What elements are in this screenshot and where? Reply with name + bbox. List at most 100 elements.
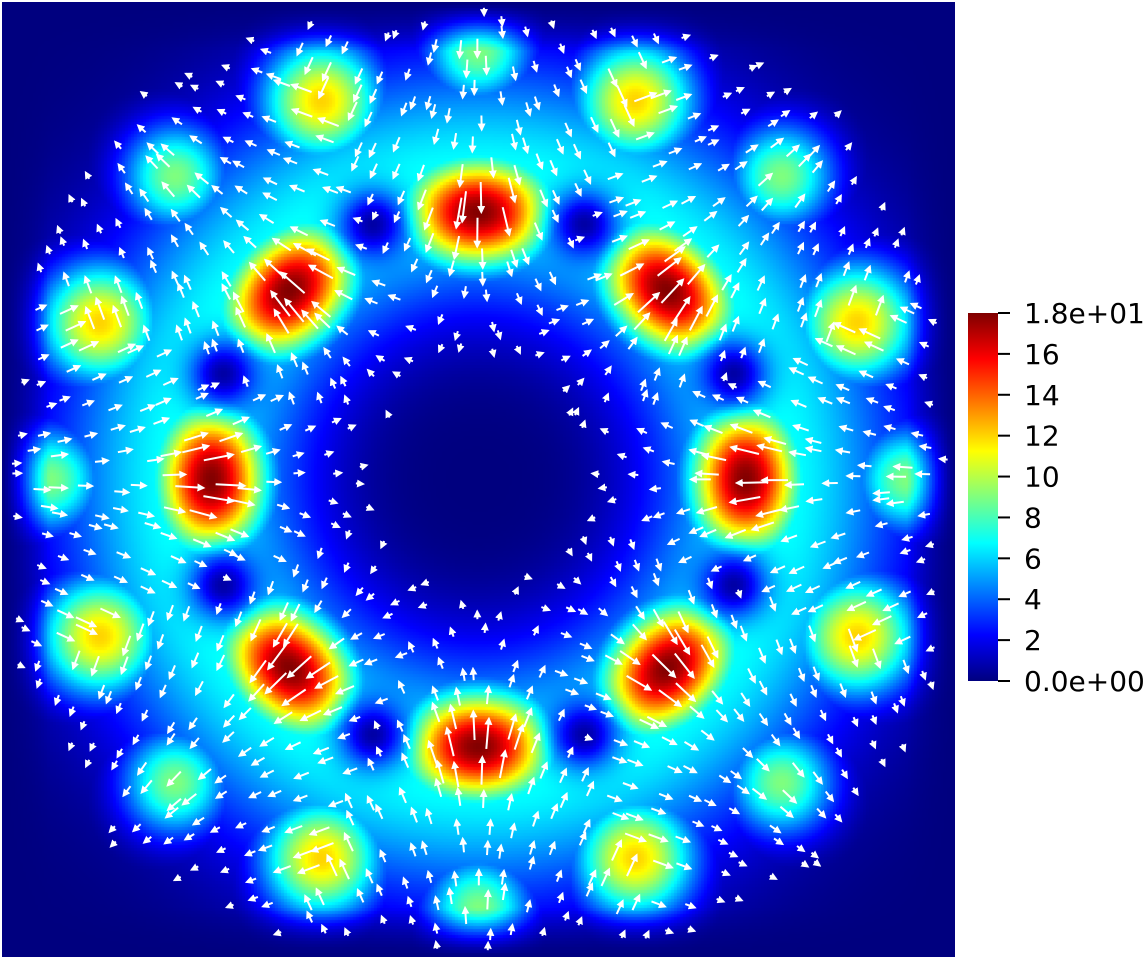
glyph-arrow xyxy=(874,294,885,316)
glyph-arrow xyxy=(222,136,234,144)
glyph-arrow xyxy=(574,182,582,197)
glyph-arrow xyxy=(284,825,303,834)
glyph-arrow xyxy=(488,348,497,358)
glyph-arrow xyxy=(437,343,446,354)
glyph-arrow xyxy=(700,452,727,462)
glyph-arrow xyxy=(927,318,938,327)
glyph-arrow xyxy=(334,685,355,695)
glyph-arrow xyxy=(135,623,145,642)
glyph-arrow xyxy=(557,43,566,54)
glyph-arrow xyxy=(340,375,348,387)
glyph-arrow xyxy=(184,72,194,80)
glyph-arrow xyxy=(299,709,322,722)
glyph-arrow xyxy=(609,118,620,138)
glyph-arrow xyxy=(554,669,569,677)
glyph-arrow xyxy=(451,870,460,887)
glyph-arrow xyxy=(675,93,693,101)
glyph-arrow xyxy=(270,289,291,317)
glyph-arrow xyxy=(46,401,58,410)
glyph-arrow xyxy=(348,714,361,723)
glyph-arrow xyxy=(721,273,732,291)
glyph-arrow xyxy=(306,248,330,261)
glyph-arrow xyxy=(156,349,173,358)
glyph-arrow xyxy=(730,614,738,630)
glyph-arrow xyxy=(162,470,188,479)
glyph-arrow xyxy=(232,553,246,561)
glyph-arrow xyxy=(192,106,202,115)
glyph-arrow xyxy=(898,743,907,753)
glyph-arrow xyxy=(718,774,732,784)
glyph-arrow xyxy=(508,822,517,839)
glyph-arrow xyxy=(514,119,523,136)
glyph-arrow xyxy=(611,234,628,243)
glyph-arrow xyxy=(469,666,478,681)
glyph-arrow xyxy=(652,608,664,628)
glyph-arrow xyxy=(664,926,675,935)
glyph-arrow xyxy=(166,797,182,812)
glyph-arrow xyxy=(334,290,353,301)
glyph-arrow xyxy=(758,647,767,664)
glyph-arrow xyxy=(376,71,384,85)
glyph-arrow xyxy=(343,562,351,573)
glyph-arrow xyxy=(444,108,453,124)
glyph-arrow xyxy=(258,213,275,224)
glyph-arrow xyxy=(168,665,176,681)
glyph-arrow xyxy=(768,872,778,880)
glyph-arrow xyxy=(273,711,293,724)
glyph-arrow xyxy=(871,227,879,237)
glyph-arrow xyxy=(833,110,842,119)
glyph-arrow xyxy=(75,623,99,636)
glyph-arrow xyxy=(494,330,503,341)
glyph-arrow xyxy=(506,793,515,811)
glyph-arrow xyxy=(525,685,534,700)
glyph-arrow xyxy=(579,536,588,546)
glyph-arrow xyxy=(94,512,110,521)
glyph-arrow xyxy=(538,329,550,337)
glyph-arrow xyxy=(105,690,113,705)
glyph-arrow xyxy=(842,261,851,277)
glyph-arrow xyxy=(495,611,503,621)
glyph-arrow xyxy=(62,271,70,287)
glyph-arrow xyxy=(459,667,468,681)
glyph-arrow xyxy=(707,125,720,133)
glyph-arrow xyxy=(139,404,157,413)
glyph-arrow xyxy=(898,226,906,236)
glyph-arrow xyxy=(666,537,681,546)
glyph-arrow xyxy=(735,86,745,95)
glyph-arrow xyxy=(451,760,460,788)
glyph-arrow xyxy=(211,338,219,352)
glyph-arrow xyxy=(814,337,833,348)
glyph-arrow xyxy=(898,695,906,707)
glyph-arrow xyxy=(759,232,770,246)
glyph-arrow xyxy=(54,587,69,596)
glyph-arrow xyxy=(387,293,401,302)
glyph-arrow xyxy=(172,873,182,882)
glyph-arrow xyxy=(235,219,250,231)
glyph-arrow xyxy=(315,134,334,144)
glyph-arrow xyxy=(667,765,683,774)
glyph-arrow xyxy=(82,238,90,250)
glyph-arrow xyxy=(627,470,639,479)
glyph-arrow xyxy=(681,33,692,42)
glyph-arrow xyxy=(791,762,805,778)
glyph-arrow xyxy=(117,343,137,354)
glyph-arrow xyxy=(342,767,358,775)
glyph-arrow xyxy=(539,761,549,779)
glyph-arrow xyxy=(556,891,565,904)
glyph-arrow xyxy=(237,746,252,757)
glyph-arrow xyxy=(709,54,719,62)
glyph-arrow xyxy=(654,558,663,572)
glyph-arrow xyxy=(366,368,376,378)
glyph-arrow xyxy=(380,914,388,925)
glyph-arrow xyxy=(160,531,178,540)
glyph-arrow xyxy=(266,148,281,157)
glyph-arrow xyxy=(534,278,542,292)
glyph-arrow xyxy=(817,396,833,405)
glyph-arrow xyxy=(869,691,878,705)
glyph-arrow xyxy=(846,600,867,612)
glyph-arrow xyxy=(189,737,200,750)
glyph-arrow xyxy=(840,769,848,780)
glyph-arrow xyxy=(290,83,312,93)
glyph-arrow xyxy=(758,712,769,727)
glyph-arrow xyxy=(304,56,314,76)
